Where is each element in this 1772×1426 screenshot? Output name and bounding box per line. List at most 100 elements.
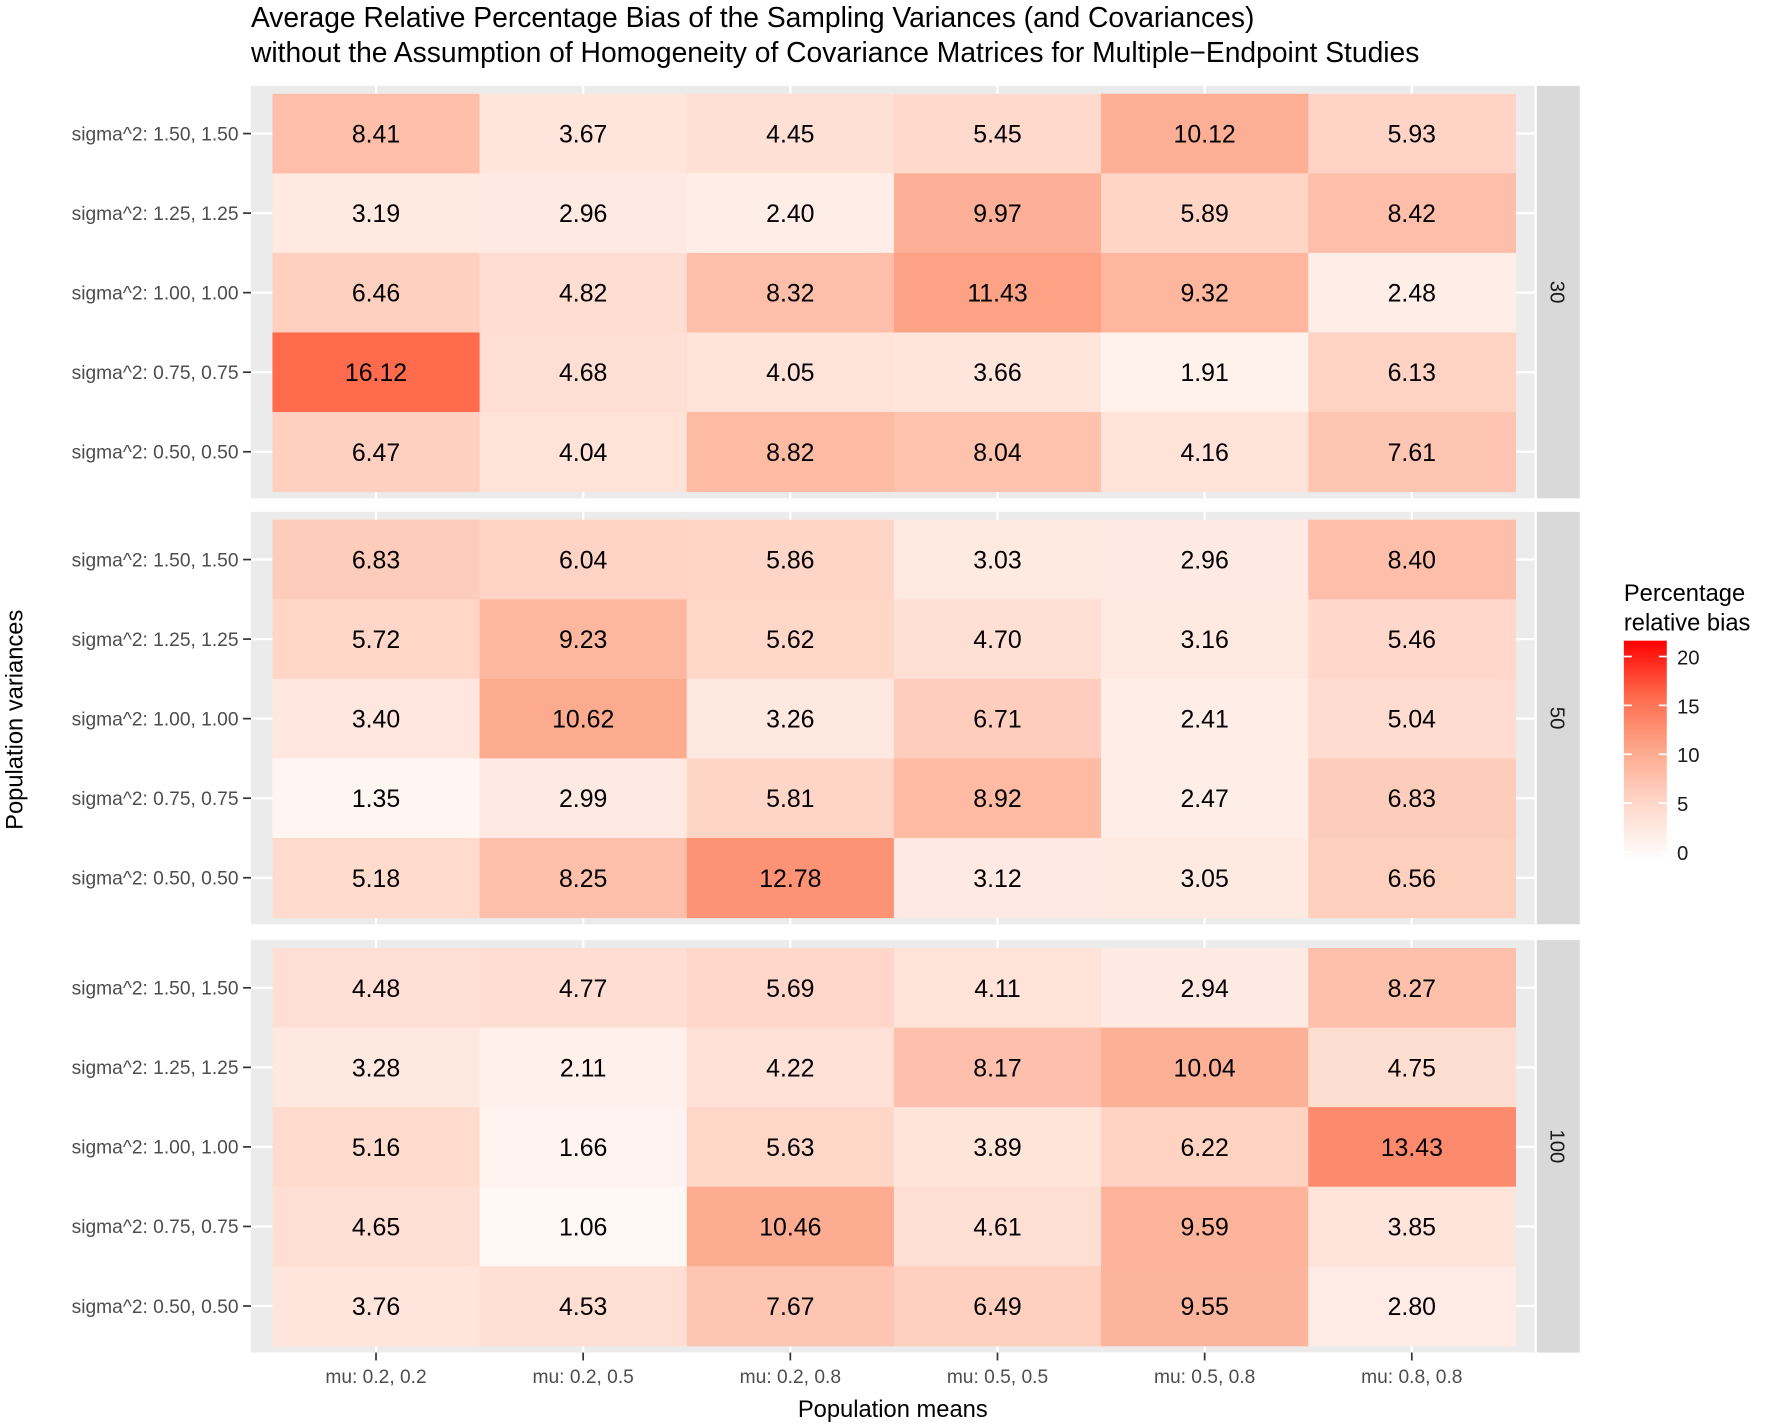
tile-value-label: 10.12 <box>1174 122 1236 149</box>
heatmap-tile <box>686 93 895 174</box>
heatmap-tile <box>272 1027 481 1108</box>
heatmap-tile <box>686 758 895 839</box>
x-tick-label: mu: 0.5, 0.5 <box>947 1367 1048 1388</box>
heatmap-tile <box>1101 332 1309 413</box>
chart-subtitle: without the Assumption of Homogeneity of… <box>250 36 1419 68</box>
heatmap-tile <box>272 411 481 493</box>
heatmap-tile <box>893 599 1102 680</box>
heatmap-tile <box>1101 758 1309 839</box>
heatmap-tile <box>1308 519 1516 600</box>
tile-value-label: 2.48 <box>1388 281 1436 308</box>
y-tick-label: sigma^2: 1.50, 1.50 <box>72 124 239 145</box>
heatmap-tile <box>479 758 688 839</box>
y-tick-label: sigma^2: 1.00, 1.00 <box>72 283 239 304</box>
tile-value-label: 9.59 <box>1180 1214 1228 1241</box>
y-tick-label: sigma^2: 0.50, 0.50 <box>72 869 239 890</box>
tile-value-label: 9.32 <box>1180 281 1228 308</box>
heatmap-tile <box>479 519 688 600</box>
tile-value-label: 2.99 <box>559 786 607 813</box>
tile-value-label: 3.40 <box>352 707 400 734</box>
heatmap-tile <box>893 411 1102 493</box>
tile-value-label: 4.61 <box>973 1214 1021 1241</box>
heatmap-tile <box>1101 1266 1309 1347</box>
heatmap-tile <box>1101 93 1309 174</box>
heatmap-tile <box>893 173 1102 254</box>
tile-value-label: 8.82 <box>766 440 814 467</box>
heatmap-tile <box>1308 173 1516 254</box>
heatmap-tile <box>686 411 895 493</box>
legend-tick-label: 0 <box>1677 843 1688 865</box>
heatmap-tile <box>479 948 688 1029</box>
heatmap-tile <box>893 1027 1102 1108</box>
tile-value-label: 13.43 <box>1381 1135 1443 1162</box>
tile-value-label: 5.45 <box>973 122 1021 149</box>
heatmap-tile <box>479 332 688 413</box>
chart-title: Average Relative Percentage Bias of the … <box>251 1 1254 33</box>
heatmap-tile <box>272 678 481 759</box>
legend-tick-label: 5 <box>1677 794 1688 816</box>
tile-value-label: 6.56 <box>1388 866 1436 893</box>
tile-value-label: 3.76 <box>352 1294 400 1321</box>
heatmap-tile <box>686 1107 895 1188</box>
tile-value-label: 4.22 <box>766 1055 814 1082</box>
tile-value-label: 6.13 <box>1388 360 1436 387</box>
tile-value-label: 5.89 <box>1180 201 1228 228</box>
heatmap-tile <box>272 837 481 919</box>
legend-tick-label: 10 <box>1677 745 1700 767</box>
heatmap-tile <box>893 93 1102 174</box>
heatmap-tile <box>686 1186 895 1267</box>
heatmap-tile <box>1308 252 1516 333</box>
x-tick-label: mu: 0.8, 0.8 <box>1361 1367 1462 1388</box>
facet-strip-label: 100 <box>1545 1129 1567 1163</box>
heatmap-tile <box>1308 599 1516 680</box>
tile-value-label: 5.62 <box>766 627 814 654</box>
heatmap-tile <box>479 599 688 680</box>
tile-value-label: 2.96 <box>559 201 607 228</box>
tile-value-label: 1.35 <box>352 786 400 813</box>
tile-value-label: 6.22 <box>1180 1135 1228 1162</box>
tile-value-label: 3.03 <box>973 548 1021 575</box>
tile-value-label: 2.80 <box>1388 1294 1436 1321</box>
tile-value-label: 3.19 <box>352 201 400 228</box>
heatmap-tile <box>893 252 1102 333</box>
tile-value-label: 5.86 <box>766 548 814 575</box>
tile-value-label: 5.16 <box>352 1135 400 1162</box>
tile-value-label: 12.78 <box>759 866 821 893</box>
facet-strip <box>1536 85 1580 499</box>
heatmap-tile <box>686 519 895 600</box>
tile-value-label: 3.89 <box>973 1135 1021 1162</box>
tile-value-label: 4.75 <box>1388 1055 1436 1082</box>
tile-value-label: 8.41 <box>352 122 400 149</box>
tile-value-label: 8.27 <box>1388 976 1436 1003</box>
tile-value-label: 6.46 <box>352 281 400 308</box>
tile-value-label: 4.04 <box>559 440 608 467</box>
heatmap-tile <box>686 1027 895 1108</box>
legend-title-line2: relative bias <box>1624 611 1751 637</box>
heatmap-tile <box>1101 837 1309 919</box>
tile-value-label: 5.72 <box>352 627 400 654</box>
tile-value-label: 10.46 <box>759 1214 821 1241</box>
heatmap-tile <box>272 1186 481 1267</box>
heatmap-tile <box>1101 1027 1309 1108</box>
legend: Percentage relative bias 0 5 10 15 20 <box>1623 581 1751 865</box>
heatmap-tile <box>272 332 481 413</box>
heatmap-tile <box>1308 332 1516 413</box>
tile-value-label: 8.92 <box>973 786 1021 813</box>
heatmap-tile <box>1101 1107 1309 1188</box>
tile-value-label: 3.16 <box>1180 627 1228 654</box>
heatmap-tile <box>686 1266 895 1347</box>
heatmap-tile <box>1308 411 1516 493</box>
tile-value-label: 6.04 <box>559 548 608 575</box>
tile-value-label: 3.26 <box>766 707 814 734</box>
y-tick-label: sigma^2: 0.75, 0.75 <box>72 1217 239 1238</box>
heatmap-tile <box>1101 411 1309 493</box>
heatmap-tile <box>1101 1186 1309 1267</box>
legend-tick-label: 15 <box>1677 696 1700 718</box>
heatmap-tile <box>1101 678 1309 759</box>
tile-value-label: 5.04 <box>1388 707 1437 734</box>
heatmap-tile <box>686 599 895 680</box>
heatmap-tile <box>1308 678 1516 759</box>
tile-value-label: 3.85 <box>1388 1214 1436 1241</box>
tile-value-label: 4.16 <box>1180 440 1228 467</box>
